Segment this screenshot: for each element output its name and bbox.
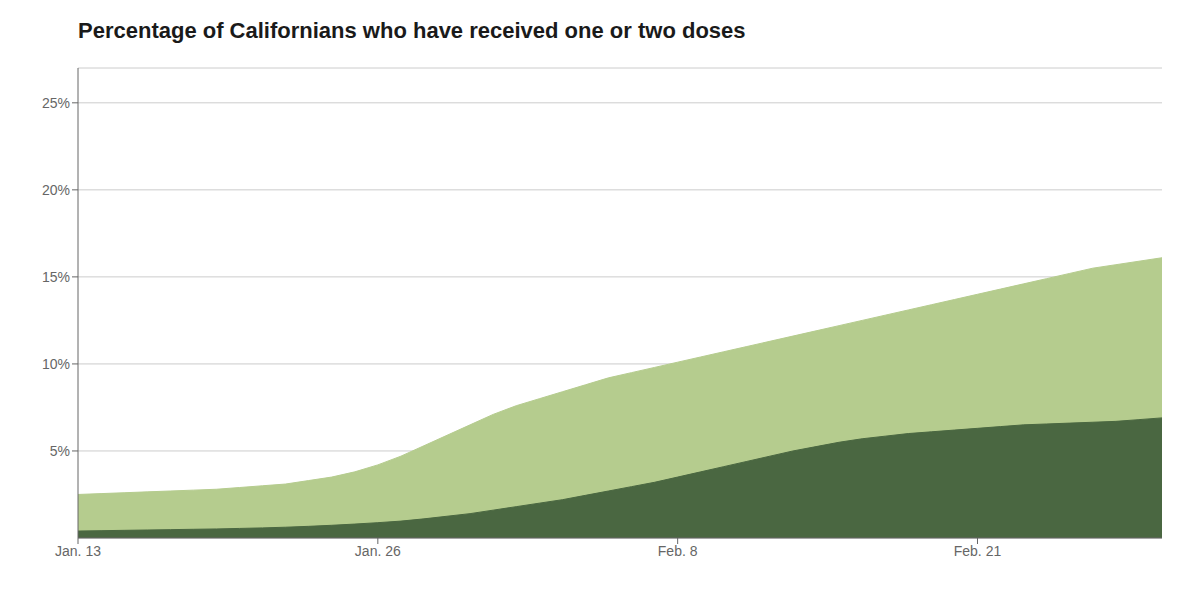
svg-text:20%: 20% xyxy=(42,182,70,198)
svg-text:15%: 15% xyxy=(42,269,70,285)
html-text:Percentage of Californians who: Percentage of Californians who have rece… xyxy=(78,18,746,43)
svg-text:25%: 25% xyxy=(42,95,70,111)
svg-text:10%: 10% xyxy=(42,356,70,372)
svg-text:Jan. 26: Jan. 26 xyxy=(355,543,401,559)
svg-text:Feb. 8: Feb. 8 xyxy=(658,543,698,559)
svg-text:Feb. 21: Feb. 21 xyxy=(954,543,1002,559)
svg-text:5%: 5% xyxy=(50,443,70,459)
svg-text:Jan. 13: Jan. 13 xyxy=(55,543,101,559)
